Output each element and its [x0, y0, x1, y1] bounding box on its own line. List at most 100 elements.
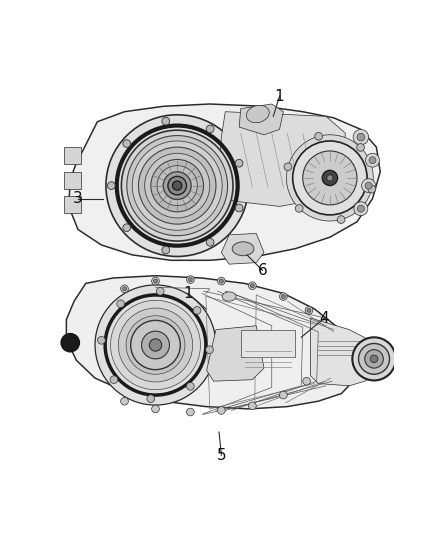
Circle shape [235, 204, 243, 212]
Circle shape [117, 300, 124, 308]
Circle shape [107, 182, 115, 189]
Ellipse shape [222, 292, 236, 301]
Circle shape [173, 181, 182, 190]
Circle shape [131, 320, 180, 370]
Circle shape [61, 334, 80, 352]
Circle shape [235, 159, 243, 167]
Circle shape [123, 140, 131, 148]
Circle shape [305, 306, 313, 314]
Circle shape [251, 284, 254, 288]
Circle shape [284, 163, 292, 171]
Circle shape [157, 166, 198, 206]
Circle shape [357, 133, 365, 141]
Circle shape [322, 170, 338, 185]
Circle shape [187, 276, 194, 284]
Circle shape [352, 337, 396, 381]
Circle shape [219, 279, 223, 283]
Circle shape [279, 293, 287, 301]
Circle shape [279, 391, 287, 399]
Bar [241, 329, 295, 357]
Circle shape [354, 202, 368, 216]
Circle shape [337, 216, 345, 223]
Polygon shape [69, 104, 380, 260]
Circle shape [206, 346, 213, 353]
Circle shape [152, 277, 159, 285]
Bar [64, 172, 81, 189]
Circle shape [141, 331, 170, 359]
Polygon shape [67, 276, 357, 409]
Polygon shape [218, 112, 346, 206]
Circle shape [365, 350, 383, 368]
Circle shape [282, 295, 285, 298]
Circle shape [188, 278, 192, 281]
Circle shape [123, 287, 127, 290]
Circle shape [357, 205, 364, 212]
Circle shape [145, 154, 210, 218]
Circle shape [126, 316, 185, 374]
Bar [64, 196, 81, 213]
Circle shape [187, 408, 194, 416]
Polygon shape [207, 326, 264, 381]
Circle shape [154, 279, 157, 283]
Circle shape [95, 285, 216, 405]
Text: 1: 1 [275, 89, 284, 104]
Circle shape [98, 336, 105, 344]
Circle shape [118, 308, 193, 382]
Circle shape [138, 147, 216, 224]
Text: 5: 5 [216, 448, 226, 463]
Circle shape [168, 176, 187, 195]
Circle shape [120, 285, 128, 293]
Text: 6: 6 [258, 263, 267, 278]
Circle shape [127, 135, 228, 236]
Circle shape [369, 157, 376, 164]
Text: 3: 3 [73, 191, 83, 206]
Circle shape [187, 383, 194, 390]
Circle shape [132, 141, 222, 230]
Circle shape [121, 130, 233, 241]
Circle shape [156, 287, 164, 295]
Polygon shape [239, 104, 283, 135]
Circle shape [147, 395, 155, 402]
Circle shape [152, 405, 159, 413]
Circle shape [368, 185, 376, 193]
Circle shape [248, 282, 256, 289]
Ellipse shape [232, 242, 254, 256]
Circle shape [370, 355, 378, 363]
Ellipse shape [246, 106, 269, 123]
Circle shape [357, 143, 364, 151]
Circle shape [162, 117, 170, 125]
Text: 1: 1 [183, 286, 193, 301]
Circle shape [134, 324, 177, 367]
Circle shape [151, 159, 204, 212]
Circle shape [193, 306, 201, 314]
Circle shape [365, 182, 372, 189]
Circle shape [315, 132, 322, 140]
Circle shape [362, 179, 376, 192]
Circle shape [218, 277, 225, 285]
Circle shape [140, 329, 171, 360]
Circle shape [293, 141, 367, 215]
Circle shape [327, 175, 333, 181]
Circle shape [206, 125, 214, 133]
Circle shape [303, 151, 357, 205]
Circle shape [218, 407, 225, 414]
Circle shape [162, 246, 170, 254]
Text: 4: 4 [320, 311, 329, 326]
Circle shape [295, 205, 303, 212]
Polygon shape [221, 233, 264, 264]
Circle shape [307, 309, 311, 312]
Circle shape [286, 135, 373, 221]
Circle shape [149, 339, 162, 351]
Circle shape [123, 224, 131, 231]
Circle shape [248, 402, 256, 410]
Circle shape [110, 301, 201, 390]
Circle shape [120, 398, 128, 405]
Circle shape [163, 172, 191, 199]
Circle shape [366, 154, 379, 167]
Bar [64, 147, 81, 164]
Circle shape [106, 115, 248, 256]
Circle shape [206, 238, 214, 246]
Circle shape [359, 343, 389, 374]
Polygon shape [311, 318, 380, 386]
Circle shape [110, 376, 118, 384]
